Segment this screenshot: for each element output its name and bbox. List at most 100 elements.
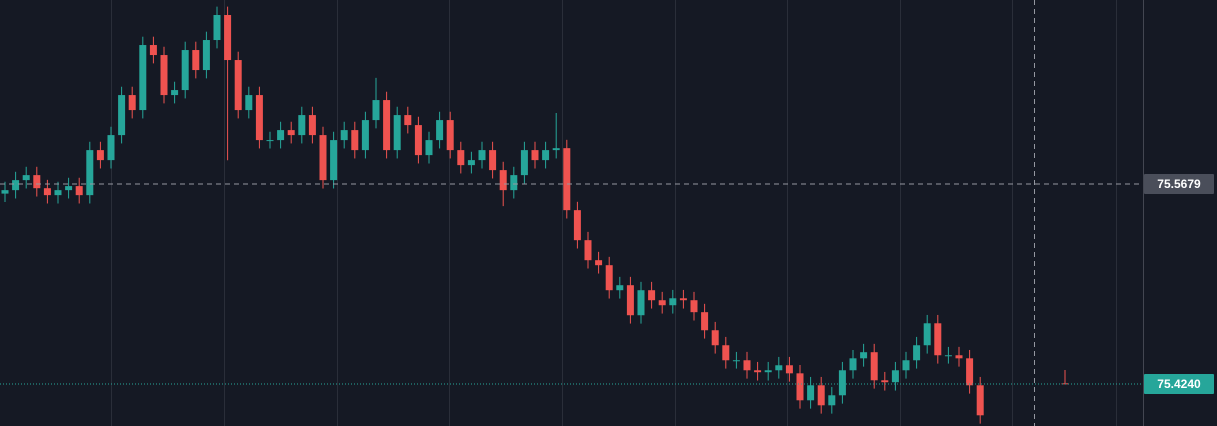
candle-body	[944, 355, 952, 357]
candle-body	[319, 135, 327, 181]
candle-body	[754, 370, 762, 373]
candle-body	[637, 290, 645, 316]
candle-body	[308, 115, 316, 136]
candle-body	[86, 150, 94, 196]
candle-body	[584, 240, 592, 261]
candle-body	[266, 140, 274, 142]
candle-body	[171, 90, 179, 96]
candle-body	[277, 130, 285, 141]
candle-body	[128, 95, 136, 111]
candle-body	[679, 298, 687, 301]
candle-body	[796, 373, 804, 401]
candle-body	[107, 135, 115, 161]
candle-body	[807, 385, 815, 401]
candle-body	[224, 15, 232, 61]
candle-body	[775, 365, 783, 371]
candle-body	[287, 130, 295, 136]
candle-body	[860, 352, 868, 359]
candle-body	[817, 385, 825, 406]
candle-body	[542, 150, 550, 161]
candle-body	[902, 360, 910, 371]
candle-body	[192, 50, 200, 71]
candle-body	[764, 370, 772, 373]
candle-body	[658, 300, 666, 306]
candle-body	[690, 300, 698, 313]
candle-body	[33, 175, 41, 189]
candle-body	[520, 150, 528, 176]
candle-body	[701, 312, 709, 331]
candle-body	[881, 380, 889, 383]
candle-body	[923, 323, 931, 346]
candle-body	[54, 190, 62, 196]
candle-body	[298, 115, 306, 136]
candle-body	[785, 365, 793, 374]
price-lines: 75.5679 75.4240	[0, 174, 1214, 395]
candle-body	[139, 45, 147, 111]
candle-body	[616, 285, 624, 291]
candle-body	[351, 130, 359, 151]
candle-body	[732, 360, 740, 362]
candle-body	[489, 150, 497, 171]
candle-body	[531, 150, 539, 161]
candle-body	[160, 55, 168, 96]
candle-body	[22, 175, 30, 181]
candle-body	[372, 100, 380, 121]
candle-body	[245, 95, 253, 111]
candle-body	[934, 323, 942, 356]
candle-body	[118, 95, 126, 136]
candle-body	[361, 120, 369, 151]
candle-body	[149, 45, 157, 56]
crosshair-label: 75.5679	[1157, 177, 1201, 191]
candle-body	[181, 50, 189, 91]
last-price-label: 75.4240	[1157, 377, 1201, 391]
candle-body	[202, 40, 210, 71]
candle-body	[605, 265, 613, 291]
candle-body	[1, 190, 9, 194]
candle-body	[393, 115, 401, 151]
candle-body	[499, 170, 507, 191]
candle-body	[43, 188, 51, 196]
candle-body	[510, 175, 518, 191]
candle-body	[891, 370, 899, 383]
candle-body	[425, 140, 433, 156]
candle-body	[478, 150, 486, 161]
candle-body	[743, 360, 751, 371]
candle-body	[436, 120, 444, 141]
candle-body	[913, 345, 921, 361]
candle-body	[573, 210, 581, 241]
candle-body	[414, 125, 422, 156]
candles	[1, 6, 1069, 424]
candle-body	[12, 180, 20, 191]
time-grid	[111, 0, 1117, 426]
candle-body	[446, 120, 454, 151]
candle-body	[467, 160, 475, 166]
candle-body	[75, 186, 83, 196]
candle-body	[563, 148, 571, 211]
candle-body	[966, 358, 974, 386]
candle-body	[340, 130, 348, 141]
candle-body	[457, 150, 465, 166]
candle-body	[595, 260, 603, 266]
candle-body	[849, 358, 857, 371]
candle-body	[255, 95, 263, 141]
candle-body	[976, 385, 984, 416]
candle-body	[96, 150, 104, 161]
candle-body	[552, 148, 560, 151]
candle-body	[669, 298, 677, 306]
candle-body	[65, 186, 73, 191]
candle-body	[330, 140, 338, 181]
crosshair-label-bg	[1144, 174, 1214, 195]
candle-body	[838, 370, 846, 396]
candle-body	[213, 15, 221, 41]
candle-body	[404, 115, 412, 126]
candle-body	[626, 285, 634, 316]
candle-body	[383, 100, 391, 151]
candle-body	[234, 60, 242, 111]
candle-body	[828, 395, 836, 406]
candle-body	[870, 352, 878, 381]
candle-body	[955, 355, 963, 359]
last-price-label-bg	[1144, 374, 1214, 395]
